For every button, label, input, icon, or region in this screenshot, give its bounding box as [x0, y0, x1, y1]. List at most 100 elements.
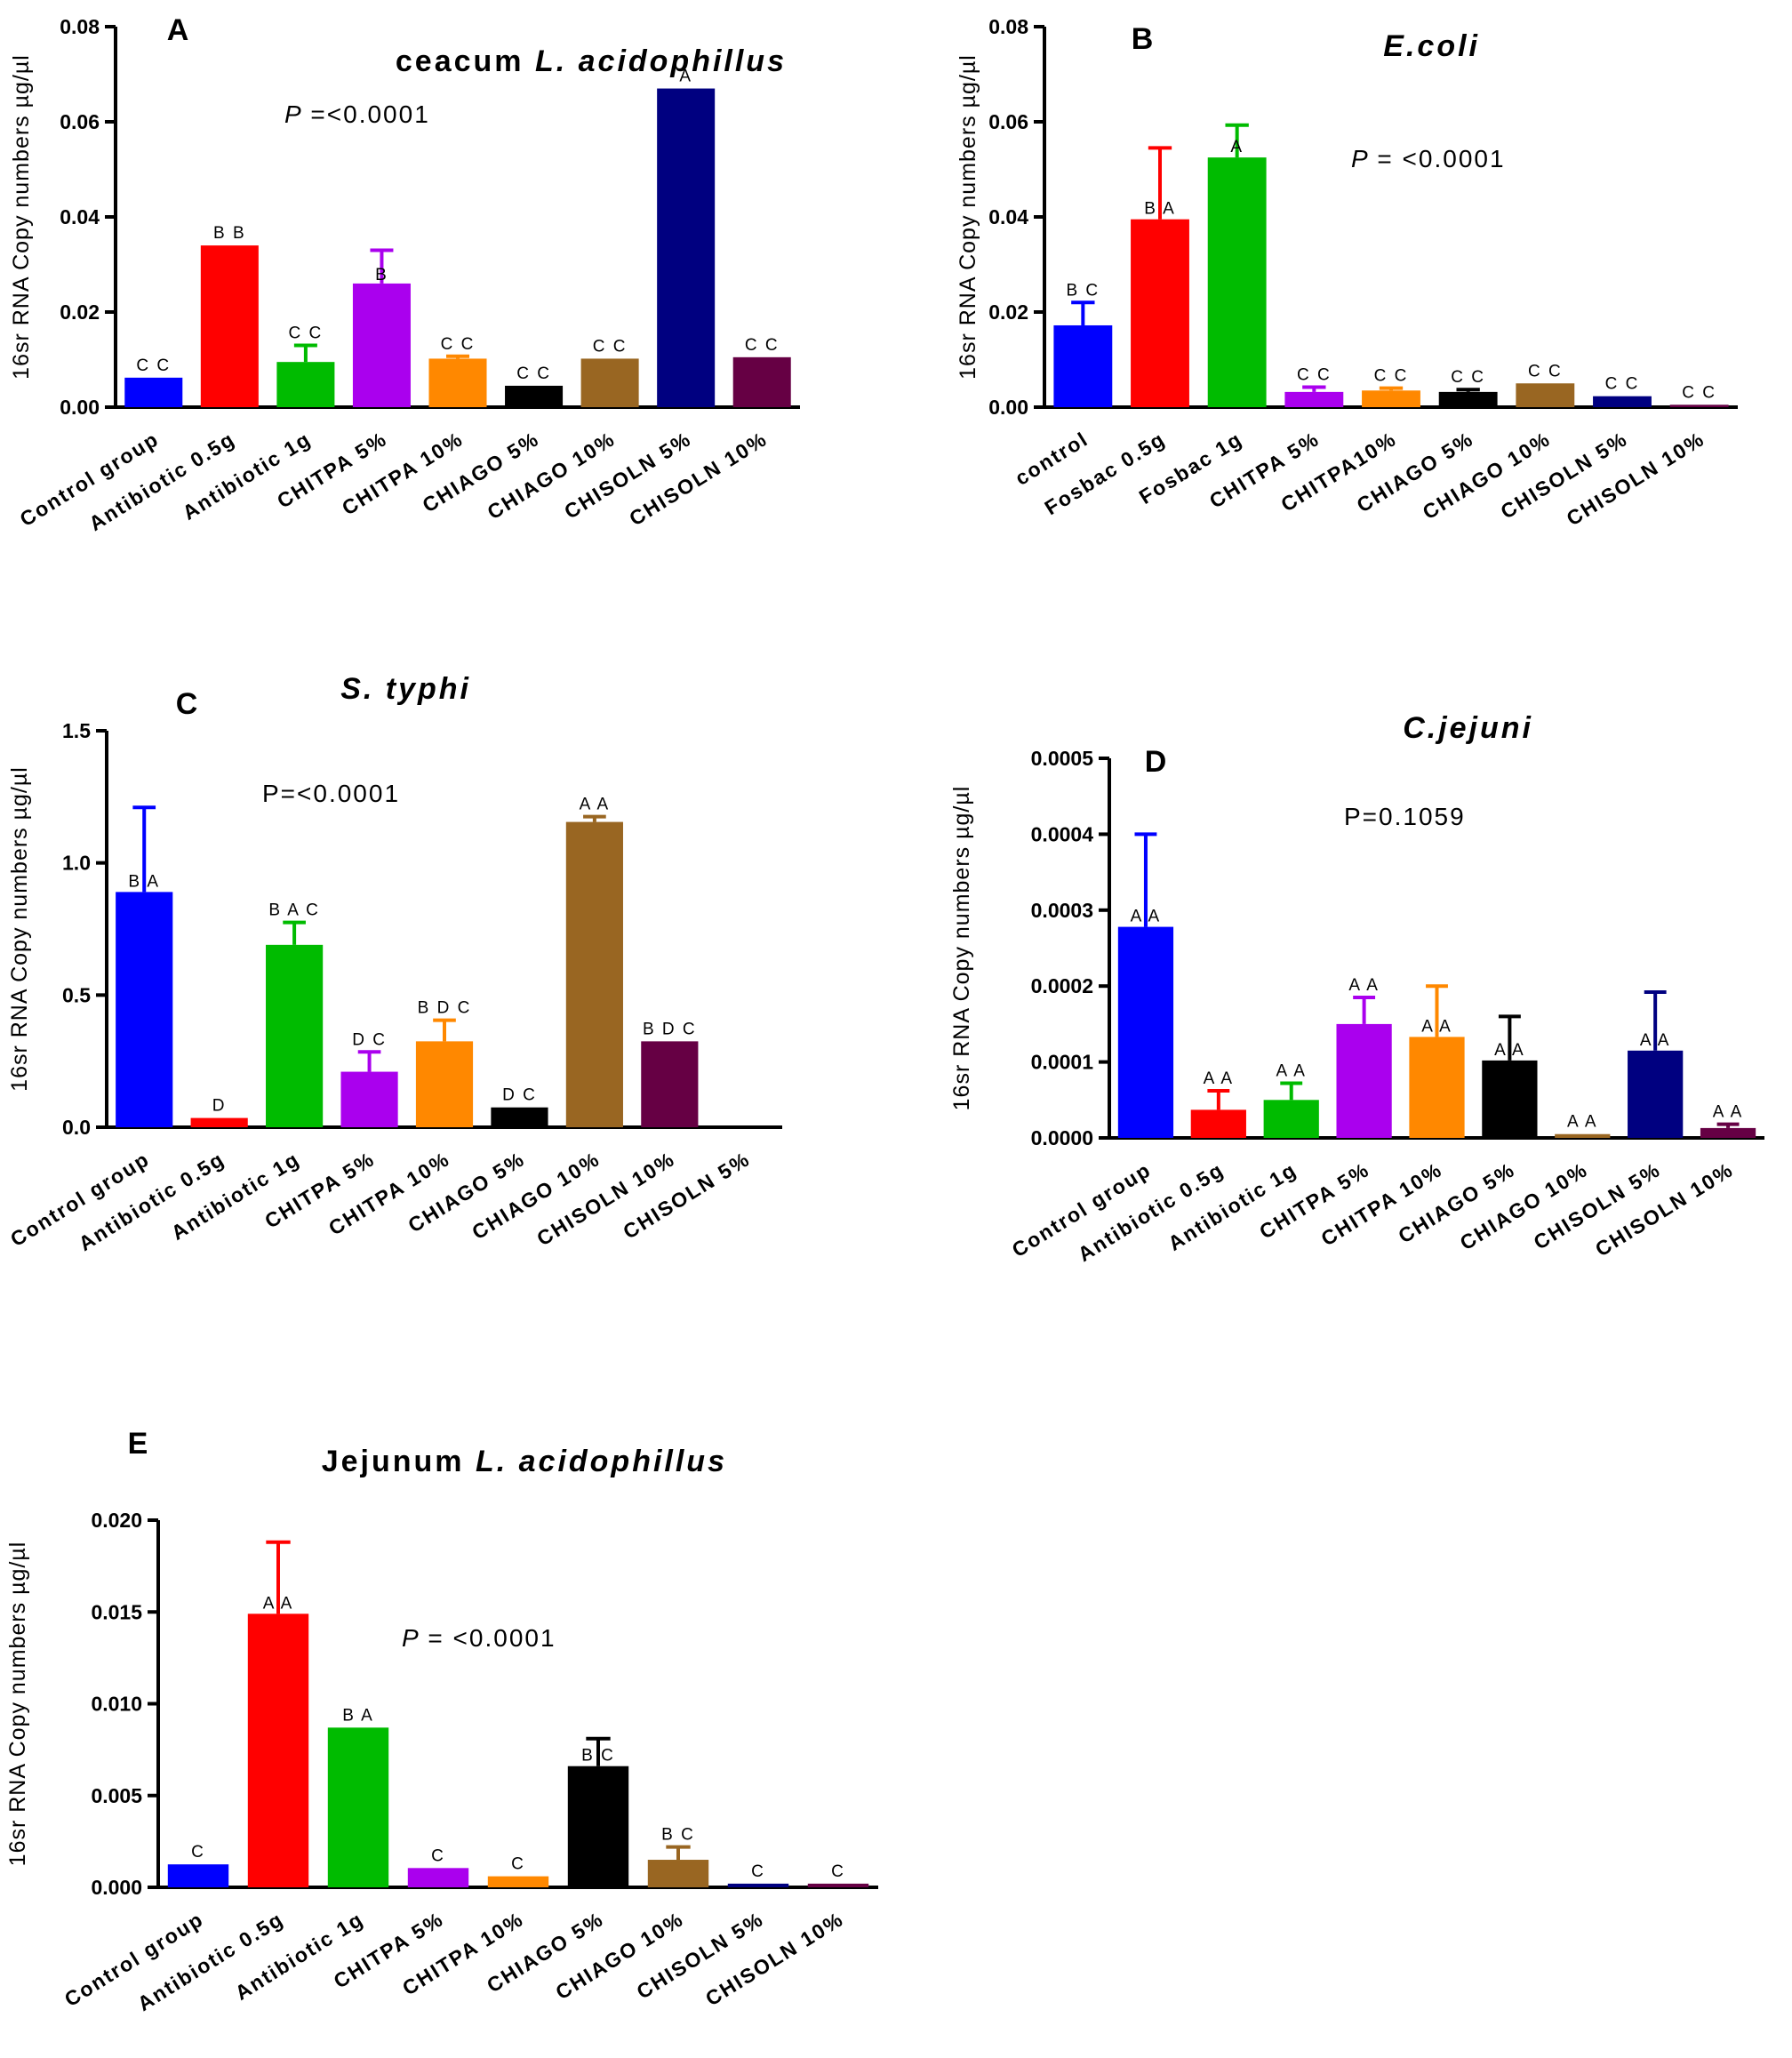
significance-label: C C [441, 335, 476, 354]
bar [327, 1727, 389, 1887]
significance-label: B A [1144, 200, 1176, 219]
x-tick-label: CHIAGO 10% [1419, 427, 1555, 524]
significance-label: B A [342, 1706, 374, 1725]
significance-label: C C [516, 364, 551, 383]
significance-label: C C [1605, 375, 1640, 394]
bar [124, 377, 183, 407]
x-tick-label: CHIAGO 10% [484, 427, 620, 524]
bar [247, 1614, 309, 1887]
bar [565, 821, 623, 1127]
x-tick-label: CHITPA 10% [1317, 1157, 1447, 1250]
chart-title: Jejunum L. acidophillus [322, 1445, 727, 1478]
p-value-symbol: P [1351, 145, 1377, 172]
x-tick-label: CHISOLN 10% [701, 1907, 848, 2010]
p-value-text: =<0.0001 [310, 100, 429, 128]
bar [352, 283, 411, 407]
panel-letter: E [128, 1427, 148, 1461]
chart-title: S. typhi [340, 672, 471, 706]
y-axis-label: 16sr RNA Copy numbers µg/µl [956, 54, 980, 380]
significance-label: C C [1682, 383, 1716, 402]
bar [567, 1766, 629, 1887]
significance-label: A A [1494, 1041, 1525, 1060]
bar [1593, 396, 1652, 407]
bar [1409, 1037, 1465, 1138]
significance-label: A [679, 68, 692, 86]
significance-label: D [212, 1097, 227, 1116]
y-tick-label: 0.00 [60, 396, 100, 419]
x-tick-label: Antibiotic 1g [1164, 1157, 1300, 1255]
significance-label: A A [1348, 976, 1380, 995]
chart-panel-b: B E.coli P = <0.0001 0.00 0.02 0.04 0.06 0.08 16… [956, 15, 1738, 531]
bar [727, 1883, 789, 1887]
chart-panel-d: D C.jejuni P=0.1059 0.0000 0.0001 0.0002 0.000… [949, 711, 1764, 1266]
bar [505, 385, 564, 407]
chart-title-species: E.coli [1383, 29, 1480, 63]
y-tick-label: 0.0005 [1031, 747, 1094, 770]
chart-title-text: ceacum [396, 44, 535, 78]
chart-title-text: Jejunum [322, 1445, 476, 1478]
significance-label: C [831, 1862, 845, 1881]
bar [1628, 1050, 1684, 1138]
significance-label: B D C [643, 1020, 697, 1038]
p-value: P =<0.0001 [284, 100, 430, 128]
bar [491, 1107, 548, 1127]
chart-title-species: L. acidophillus [535, 44, 787, 78]
p-value-text: = <0.0001 [428, 1624, 556, 1652]
significance-label: A A [1131, 908, 1162, 926]
significance-label: C C [1374, 367, 1409, 386]
chart-title-species: L. acidophillus [476, 1445, 727, 1478]
bar [415, 1041, 474, 1127]
y-tick-label: 0.0001 [1031, 1051, 1094, 1074]
chart-title-species: C.jejuni [1403, 711, 1533, 745]
significance-label: B D C [418, 999, 472, 1018]
y-tick-label: 0.5 [62, 983, 91, 1006]
bar [580, 358, 639, 407]
y-tick-label: 0.015 [91, 1600, 142, 1623]
x-tick-label: Antibiotic 0.5g [133, 1907, 288, 2015]
x-tick-label: CHISOLN 10% [1563, 427, 1709, 530]
bar [340, 1071, 398, 1127]
y-axis-label: 16sr RNA Copy numbers µg/µl [5, 1541, 30, 1867]
significance-label: A A [1640, 1031, 1671, 1050]
bar [641, 1041, 699, 1127]
bar [200, 245, 259, 407]
y-tick-label: 0.0000 [1031, 1126, 1093, 1149]
bar [1284, 391, 1344, 407]
p-value-symbol: P [284, 100, 310, 128]
p-value-text: P=<0.0001 [262, 780, 400, 807]
y-tick-label: 0.0002 [1031, 974, 1093, 997]
panel-letter: C [176, 687, 198, 721]
p-value: P=0.1059 [1344, 803, 1466, 830]
bar [1053, 324, 1113, 407]
significance-label: D C [352, 1030, 387, 1049]
y-tick-label: 0.0003 [1031, 899, 1093, 922]
bar [1263, 1100, 1319, 1138]
y-tick-label: 0.000 [91, 1876, 142, 1899]
p-value-text: = <0.0001 [1377, 145, 1505, 172]
y-tick-label: 0.04 [988, 205, 1028, 228]
bar [1555, 1133, 1611, 1138]
significance-label: C C [745, 336, 780, 355]
y-tick-label: 1.5 [62, 719, 91, 742]
bar [1117, 926, 1174, 1138]
bar [487, 1876, 549, 1887]
significance-label: A A [1713, 1103, 1744, 1122]
y-tick-label: 1.0 [62, 852, 91, 875]
y-tick-label: 0.0 [62, 1116, 91, 1139]
significance-label: B [375, 266, 388, 284]
significance-label: C [191, 1843, 205, 1862]
bar [1190, 1109, 1246, 1138]
significance-label: C C [593, 337, 628, 356]
bar [1516, 383, 1575, 407]
bar [266, 944, 324, 1127]
y-tick-label: 0.04 [60, 205, 100, 228]
bar [807, 1883, 869, 1887]
y-tick-label: 0.02 [60, 300, 100, 324]
significance-label: C [431, 1846, 445, 1865]
significance-label: C C [1528, 362, 1563, 380]
significance-label: C C [136, 356, 171, 375]
p-value-symbol: P [402, 1624, 428, 1652]
